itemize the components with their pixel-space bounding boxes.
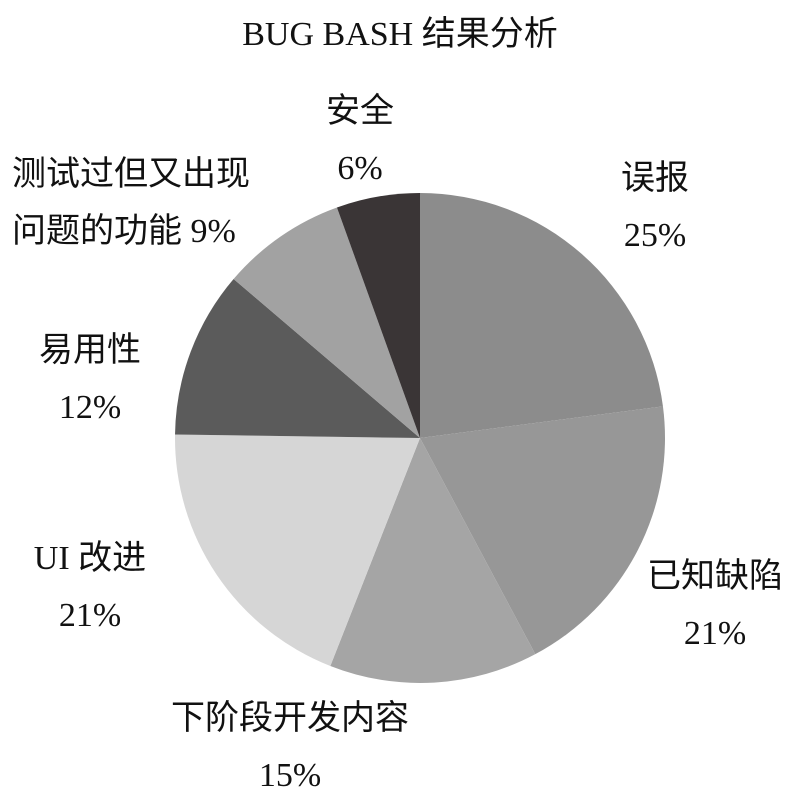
pie-slice <box>330 438 536 683</box>
slice-label: 误报 25% <box>621 150 689 264</box>
category-label: 易用性 <box>39 332 141 369</box>
slice-label: UI 改进 21% <box>34 530 146 644</box>
value-label: 6% <box>337 150 383 187</box>
pie-slice <box>420 406 665 655</box>
slice-label: 安全 6% <box>326 83 394 197</box>
category-label: 安全 <box>326 93 394 130</box>
category-label: 误报 <box>621 160 689 197</box>
pie-slice <box>233 207 420 438</box>
category-label: UI 改进 <box>33 540 147 577</box>
value-label: 25% <box>623 217 687 254</box>
category-label: 测试过但又出现问题的功能 <box>12 156 250 250</box>
pie-slice <box>420 193 663 438</box>
slice-label: 已知缺陷 21% <box>647 548 783 662</box>
value-label: 21% <box>58 597 122 634</box>
slice-label: 测试过但又出现问题的功能 9% <box>12 146 264 260</box>
pie-slice <box>175 279 420 438</box>
pie-slice <box>175 434 420 667</box>
value-label: 21% <box>683 615 747 652</box>
value-label: 15% <box>258 757 322 794</box>
value-label: 9% <box>190 213 236 250</box>
value-label: 12% <box>58 389 122 426</box>
slice-label: 下阶段开发内容 15% <box>171 690 409 804</box>
category-label: 已知缺陷 <box>647 558 783 595</box>
category-label: 下阶段开发内容 <box>171 700 409 737</box>
chart-title: BUG BASH 结果分析 <box>242 16 558 53</box>
slice-label: 易用性 12% <box>39 322 141 436</box>
pie-slice <box>336 193 420 438</box>
